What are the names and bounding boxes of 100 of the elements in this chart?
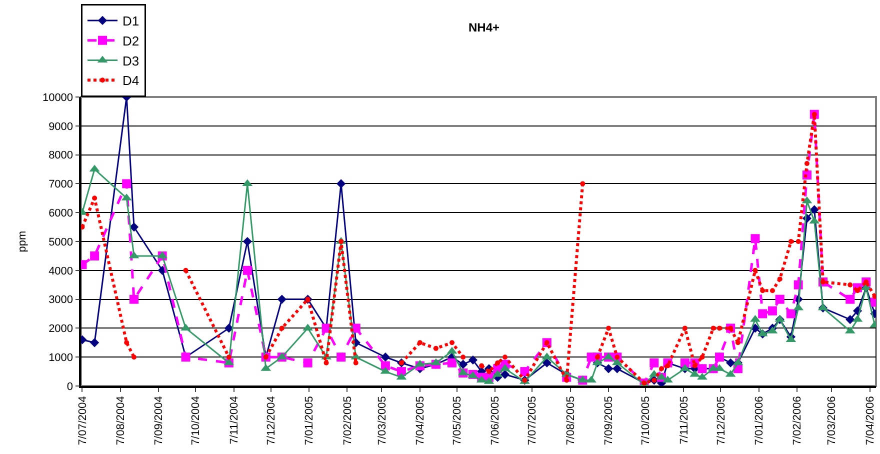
point (479, 363, 484, 368)
point (700, 354, 705, 360)
point (336, 179, 346, 188)
point (242, 236, 252, 246)
point (810, 205, 819, 214)
point (433, 346, 438, 351)
point (606, 326, 612, 331)
y-tick-label: 3000 (48, 294, 74, 306)
point (752, 268, 758, 273)
x-tick-label: 7/07/2004 (76, 396, 89, 446)
y-tick-label: 2000 (48, 323, 74, 336)
x-tick-label: 7/07/2005 (526, 396, 539, 446)
x-tick-label: 7/10/2005 (640, 396, 652, 446)
point (303, 358, 312, 368)
point (716, 326, 722, 331)
x-tick-label: 7/03/2006 (826, 396, 838, 446)
point (486, 369, 492, 374)
y-tick-label: 4000 (48, 265, 74, 278)
x-tick-label: 7/03/2005 (376, 396, 388, 446)
point (846, 294, 855, 304)
y-tick-label: 5000 (48, 236, 74, 248)
x-tick-label: 7/10/2004 (190, 396, 202, 446)
point (542, 358, 552, 368)
point (768, 306, 777, 316)
point (324, 360, 329, 366)
point (710, 326, 716, 331)
x-tick-label: 7/05/2005 (452, 396, 464, 446)
point (750, 234, 760, 244)
point (735, 340, 740, 346)
point (124, 340, 130, 346)
legend-label: D2 (122, 33, 140, 48)
x-tick-label: 7/11/2004 (228, 396, 240, 444)
point (129, 222, 139, 232)
y-tick-label: 8000 (48, 150, 74, 162)
point (650, 358, 659, 368)
point (848, 282, 853, 288)
point (130, 294, 138, 304)
point (279, 326, 284, 331)
point (122, 179, 132, 188)
point (81, 224, 85, 230)
point (450, 340, 454, 346)
point (726, 358, 736, 368)
y-tick-label: 7000 (48, 178, 74, 191)
x-tick-label: 7/02/2005 (342, 396, 354, 446)
x-tick-label: 7/01/2005 (304, 396, 316, 446)
point (92, 196, 98, 201)
point (659, 366, 664, 372)
y-tick-label: 1000 (48, 352, 74, 364)
point (855, 288, 860, 294)
point (804, 160, 810, 166)
x-tick-label: 7/12/2004 (265, 396, 278, 446)
point (132, 354, 136, 360)
point (612, 364, 622, 374)
y-tick-label: 0 (66, 380, 74, 393)
point (682, 326, 688, 331)
point (786, 309, 796, 318)
point (448, 358, 456, 368)
x-tick-label: 7/08/2004 (115, 396, 128, 446)
legend-label: D3 (122, 53, 140, 68)
y-axis-title: ppm (16, 230, 29, 252)
x-tick-label: 7/02/2006 (792, 396, 804, 446)
point (665, 363, 670, 368)
point (90, 338, 100, 348)
point (697, 372, 708, 380)
x-tick-label: 7/09/2004 (153, 396, 166, 446)
point (336, 352, 346, 362)
point (468, 355, 478, 365)
x-tick-label: 7/12/2005 (715, 396, 728, 446)
x-tick-label: 7/01/2006 (753, 396, 766, 446)
x-tick-label: 7/08/2005 (564, 396, 577, 446)
point (770, 288, 775, 294)
point (277, 294, 286, 304)
point (692, 363, 698, 368)
legend-label: D4 (122, 73, 140, 88)
point (90, 251, 100, 260)
legend-label: D1 (122, 14, 140, 29)
point (242, 266, 252, 275)
point (353, 360, 358, 366)
x-tick-label: 7/09/2005 (603, 396, 616, 446)
point (500, 370, 510, 379)
y-tick-label: 9000 (48, 120, 74, 133)
point (460, 354, 466, 360)
point (580, 181, 586, 186)
point (788, 239, 794, 244)
x-tick-label: 7/04/2006 (864, 396, 876, 446)
point (758, 309, 768, 318)
chart-title: NH4+ (468, 20, 500, 34)
point (760, 288, 766, 294)
point (796, 239, 801, 244)
point (458, 360, 468, 369)
point (417, 340, 422, 346)
point (846, 314, 855, 324)
point (872, 294, 876, 299)
point (777, 276, 782, 282)
point (495, 360, 500, 366)
point (564, 378, 570, 383)
point (604, 364, 614, 374)
point (775, 294, 784, 304)
y-tick-label: 10000 (42, 92, 74, 104)
x-tick-label: 7/11/2005 (678, 396, 690, 444)
